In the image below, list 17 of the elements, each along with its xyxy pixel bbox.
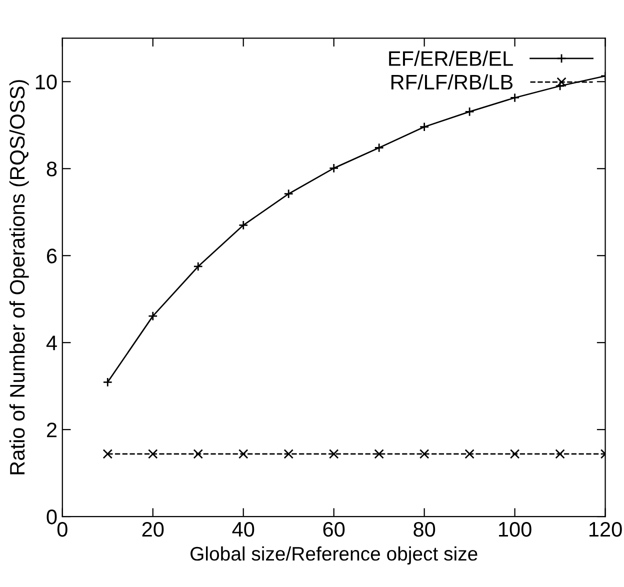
y-tick-label: 4 [46, 336, 57, 350]
x-axis-title: Global size/Reference object size [190, 546, 478, 565]
x-tick-label: 20 [142, 522, 164, 537]
y-tick-label: 2 [47, 422, 56, 438]
x-tick-label: 120 [589, 522, 622, 537]
x-tick-label: 40 [232, 522, 254, 537]
x-tick-label: 60 [323, 522, 345, 537]
y-tick-label: 6 [47, 248, 57, 264]
legend-label: RF/LF/RB/LB [391, 74, 513, 90]
y-axis-title: Ratio of Number of Operations (RQS/OSS) [9, 80, 29, 474]
x-tick-label: 80 [414, 522, 436, 537]
y-tick-label: 10 [36, 74, 57, 90]
x-tick-label: 0 [57, 522, 68, 537]
legend-label: EF/ER/EB/EL [389, 50, 513, 66]
y-tick-label: 0 [46, 510, 57, 524]
x-tick-label: 100 [499, 522, 532, 537]
y-tick-label: 8 [46, 162, 57, 176]
